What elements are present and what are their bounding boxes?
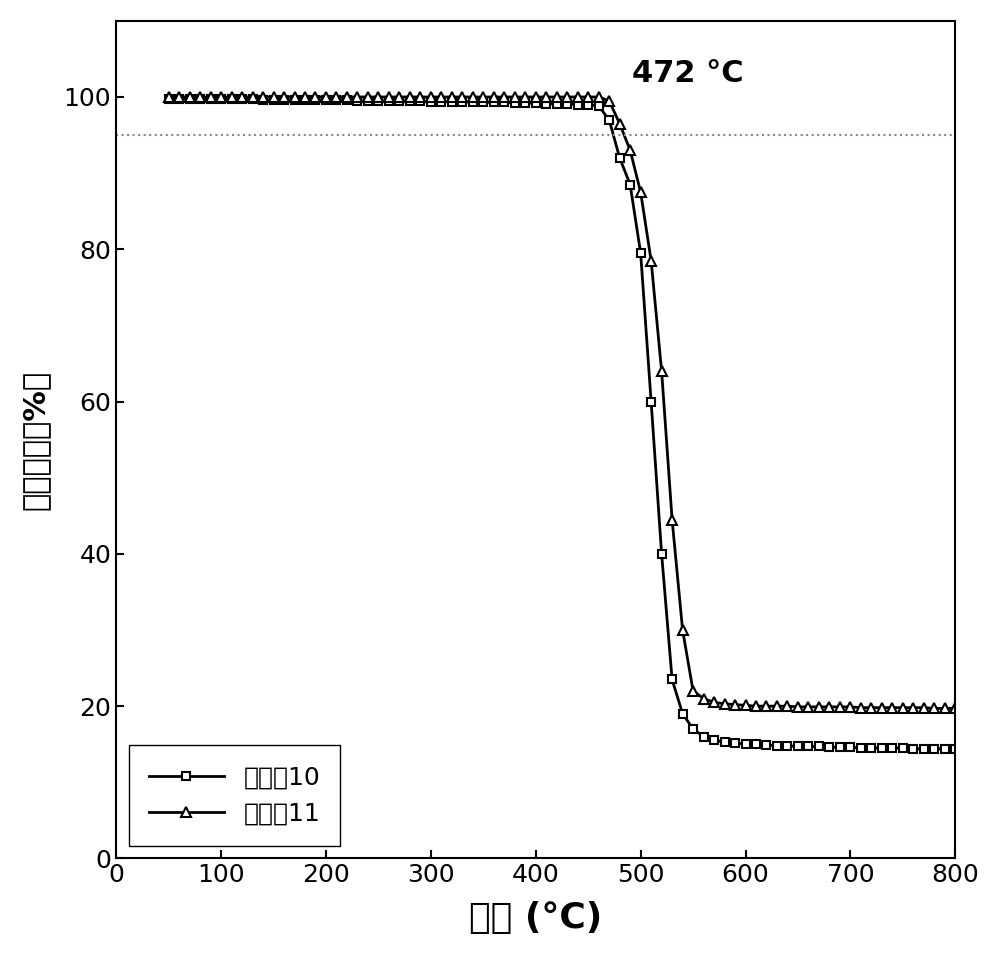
化合物11: [687, 685, 699, 697]
化合物10: [435, 96, 447, 107]
Text: 472 °C: 472 °C: [632, 58, 744, 88]
化合物10: [949, 743, 961, 754]
化合物10: [572, 98, 584, 110]
化合物10: [236, 94, 248, 105]
X-axis label: 温度 (°C): 温度 (°C): [469, 902, 602, 935]
化合物11: [236, 91, 248, 102]
化合物10: [907, 743, 919, 754]
化合物10: [687, 724, 699, 735]
化合物10: [163, 93, 175, 104]
化合物11: [666, 513, 678, 525]
化合物10: [792, 741, 804, 752]
Y-axis label: 质量分数（%）: 质量分数（%）: [21, 370, 50, 510]
化合物11: [163, 91, 175, 102]
化合物11: [949, 703, 961, 714]
化合物11: [572, 91, 584, 102]
化合物11: [792, 701, 804, 712]
化合物10: [666, 674, 678, 685]
Legend: 化合物10, 化合物11: 化合物10, 化合物11: [129, 746, 340, 846]
化合物11: [435, 91, 447, 102]
化合物11: [928, 703, 940, 714]
Line: 化合物10: 化合物10: [164, 95, 959, 753]
Line: 化合物11: 化合物11: [164, 92, 960, 713]
